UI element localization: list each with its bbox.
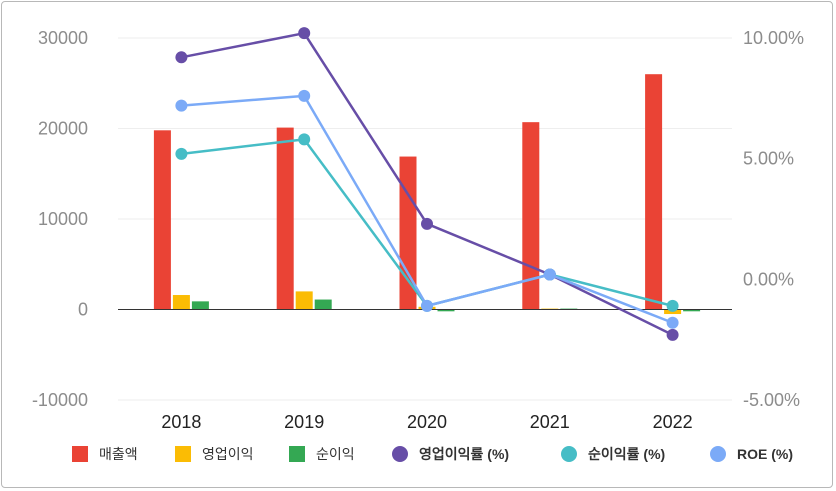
point-ROE--2021 bbox=[543, 268, 556, 281]
point-ROE--2022 bbox=[666, 316, 679, 329]
x-tick-label: 2018 bbox=[161, 412, 201, 432]
bar-순이익-2022 bbox=[683, 309, 701, 312]
legend-marker bbox=[710, 446, 726, 462]
legend-marker bbox=[561, 446, 577, 462]
point-ROE--2018 bbox=[175, 99, 188, 112]
y-left-tick-label: 20000 bbox=[38, 119, 88, 139]
legend-label: 영업이익 bbox=[202, 446, 254, 462]
x-tick-label: 2019 bbox=[284, 412, 324, 432]
legend-label: ROE (%) bbox=[737, 446, 793, 462]
axes: 30000 20000 10000 0 -10000 10.00% 5.00% 0.00% -5… bbox=[32, 28, 804, 432]
line-ROE- bbox=[181, 94, 674, 324]
y-right-tick-label: 10.00% bbox=[743, 28, 804, 48]
legend-label: 영업이익률 (%) bbox=[419, 446, 509, 462]
bar-순이익-2020 bbox=[437, 309, 455, 312]
y-right-tick-label: 0.00% bbox=[743, 269, 794, 289]
x-tick-label: 2022 bbox=[653, 412, 693, 432]
line-영업이익률- bbox=[181, 31, 674, 336]
point-영업이익률--2020 bbox=[421, 217, 433, 230]
x-tick-label: 2021 bbox=[530, 412, 570, 432]
legend-marker bbox=[175, 446, 191, 462]
point-ROE--2019 bbox=[298, 89, 311, 102]
bar-영업이익-2019 bbox=[295, 291, 313, 310]
point-ROE--2020 bbox=[421, 299, 433, 312]
y-right-tick-label: 5.00% bbox=[743, 149, 794, 169]
bar-매출액-2022 bbox=[645, 74, 663, 310]
point-순이익률--2019 bbox=[298, 133, 311, 146]
legend-label: 매출액 bbox=[99, 446, 138, 462]
legend-marker bbox=[392, 446, 408, 462]
bar-매출액-2018 bbox=[153, 130, 171, 310]
point-순이익률--2022 bbox=[666, 299, 679, 312]
bar-매출액-2019 bbox=[276, 127, 294, 310]
lines bbox=[175, 27, 679, 341]
bars bbox=[153, 74, 701, 315]
y-left-tick-label: -10000 bbox=[32, 390, 88, 410]
bar-매출액-2020 bbox=[399, 156, 417, 310]
point-영업이익률--2018 bbox=[175, 51, 188, 64]
legend: 매출액 영업이익 순이익 영업이익률 (%) 순이익률 (%) ROE (%) bbox=[72, 446, 793, 462]
y-left-tick-label: 10000 bbox=[38, 209, 88, 229]
y-left-tick-label: 0 bbox=[78, 300, 88, 320]
legend-label: 순이익 bbox=[316, 446, 355, 462]
bar-매출액-2021 bbox=[522, 122, 540, 310]
legend-marker bbox=[72, 446, 88, 462]
x-tick-label: 2020 bbox=[407, 412, 447, 432]
point-순이익률--2018 bbox=[175, 147, 188, 160]
bar-순이익-2019 bbox=[314, 299, 332, 310]
y-right-tick-label: -5.00% bbox=[743, 390, 800, 410]
bar-순이익-2018 bbox=[191, 301, 209, 310]
bar-영업이익-2018 bbox=[172, 295, 190, 310]
point-영업이익률--2019 bbox=[298, 27, 311, 40]
y-left-tick-label: 30000 bbox=[38, 28, 88, 48]
legend-marker bbox=[289, 446, 305, 462]
legend-label: 순이익률 (%) bbox=[588, 446, 665, 462]
point-영업이익률--2022 bbox=[666, 328, 679, 341]
